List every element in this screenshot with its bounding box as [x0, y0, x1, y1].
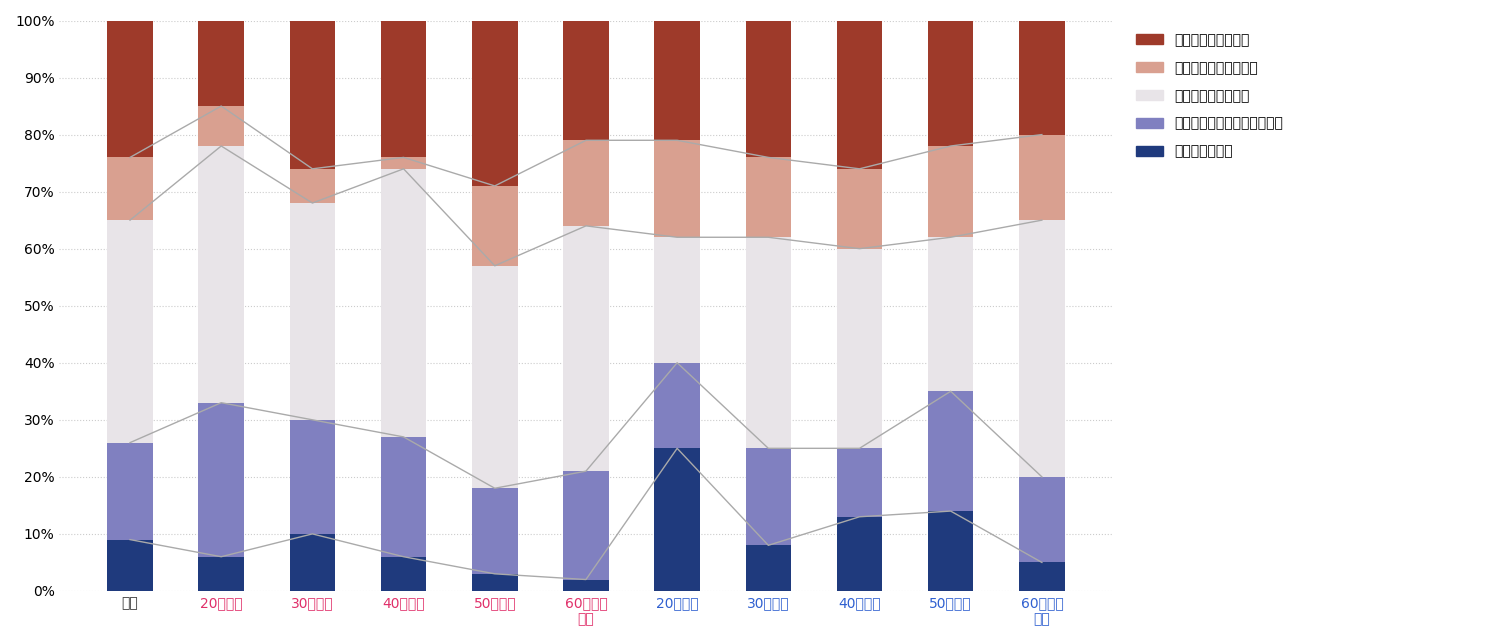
Bar	[562, 21, 609, 140]
Bar	[472, 488, 518, 574]
Bar	[198, 403, 244, 557]
Bar	[198, 557, 244, 591]
Bar	[928, 237, 974, 391]
Bar	[562, 579, 609, 591]
Bar	[381, 557, 426, 591]
Bar	[381, 169, 426, 437]
Bar	[928, 511, 974, 591]
Bar	[746, 158, 790, 237]
Bar	[381, 158, 426, 169]
Bar	[198, 106, 244, 146]
Bar	[290, 169, 334, 203]
Bar	[837, 169, 882, 249]
Bar	[746, 21, 790, 158]
Bar	[562, 140, 609, 226]
Bar	[290, 21, 334, 169]
Bar	[746, 237, 790, 448]
Bar	[1019, 562, 1065, 591]
Bar	[654, 363, 700, 448]
Bar	[928, 391, 974, 511]
Bar	[106, 443, 153, 540]
Bar	[472, 186, 518, 266]
Bar	[472, 574, 518, 591]
Bar	[198, 146, 244, 403]
Bar	[837, 448, 882, 517]
Bar	[562, 471, 609, 579]
Bar	[1019, 477, 1065, 562]
Bar	[1019, 135, 1065, 220]
Bar	[746, 545, 790, 591]
Bar	[106, 21, 153, 158]
Bar	[654, 140, 700, 237]
Bar	[928, 21, 974, 146]
Bar	[106, 158, 153, 220]
Bar	[381, 437, 426, 557]
Bar	[746, 448, 790, 545]
Bar	[381, 21, 426, 158]
Bar	[928, 146, 974, 237]
Bar	[837, 249, 882, 448]
Bar	[290, 534, 334, 591]
Bar	[106, 220, 153, 443]
Bar	[654, 21, 700, 140]
Bar	[472, 21, 518, 186]
Bar	[654, 448, 700, 591]
Bar	[1019, 21, 1065, 135]
Legend: 全く利用したくない, あまり利用したくない, どちらとも言えない, どちらかと言えば利用したい, ぜひ利用したい: 全く利用したくない, あまり利用したくない, どちらとも言えない, どちらかと言…	[1130, 28, 1288, 164]
Bar	[472, 266, 518, 488]
Bar	[290, 203, 334, 420]
Bar	[198, 21, 244, 106]
Bar	[654, 237, 700, 363]
Bar	[562, 226, 609, 471]
Bar	[290, 420, 334, 534]
Bar	[1019, 220, 1065, 477]
Bar	[837, 517, 882, 591]
Bar	[837, 21, 882, 169]
Bar	[106, 540, 153, 591]
